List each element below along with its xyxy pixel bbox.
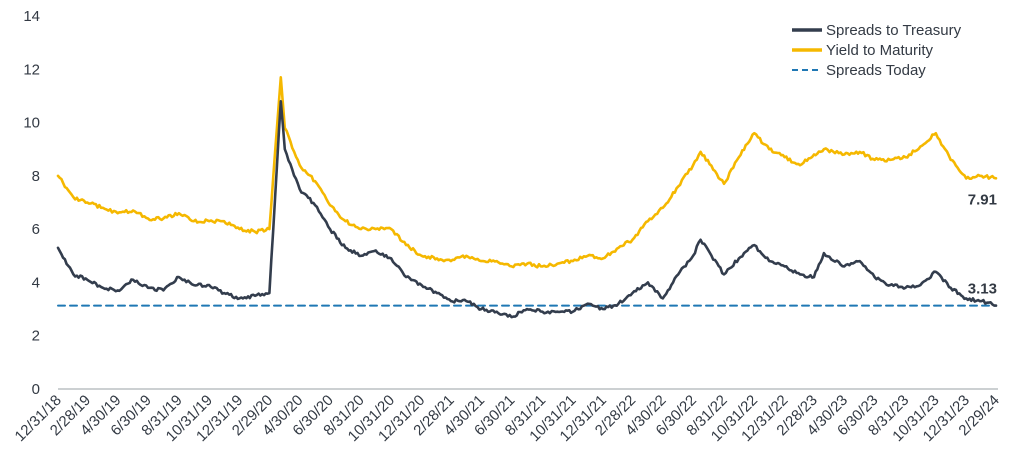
legend: Spreads to Treasury Yield to Maturity Spre… (792, 22, 962, 79)
end-value-label: 7.91 (968, 191, 997, 208)
y-tick-label: 6 (32, 221, 40, 238)
series-line-spreads-to-treasury (56, 100, 998, 319)
y-tick-label: 10 (23, 115, 40, 132)
legend-label: Spreads to Treasury (826, 22, 962, 39)
legend-label: Yield to Maturity (826, 42, 933, 59)
y-tick-label: 14 (23, 8, 40, 25)
series-line-yield-to-maturity (56, 76, 998, 269)
plot-area (56, 76, 998, 319)
y-tick-label: 4 (32, 274, 40, 291)
annotations: 7.91 3.13 (968, 191, 997, 297)
y-tick-label: 12 (23, 61, 40, 78)
y-tick-label: 2 (32, 328, 40, 345)
x-axis: 12/31/182/28/194/30/196/30/198/31/1910/3… (12, 392, 1003, 445)
y-axis: 0 2 4 6 8 10 12 14 (23, 8, 40, 398)
y-tick-label: 0 (32, 381, 40, 398)
legend-label: Spreads Today (826, 62, 926, 79)
end-value-label: 3.13 (968, 281, 997, 298)
y-tick-label: 8 (32, 168, 40, 185)
